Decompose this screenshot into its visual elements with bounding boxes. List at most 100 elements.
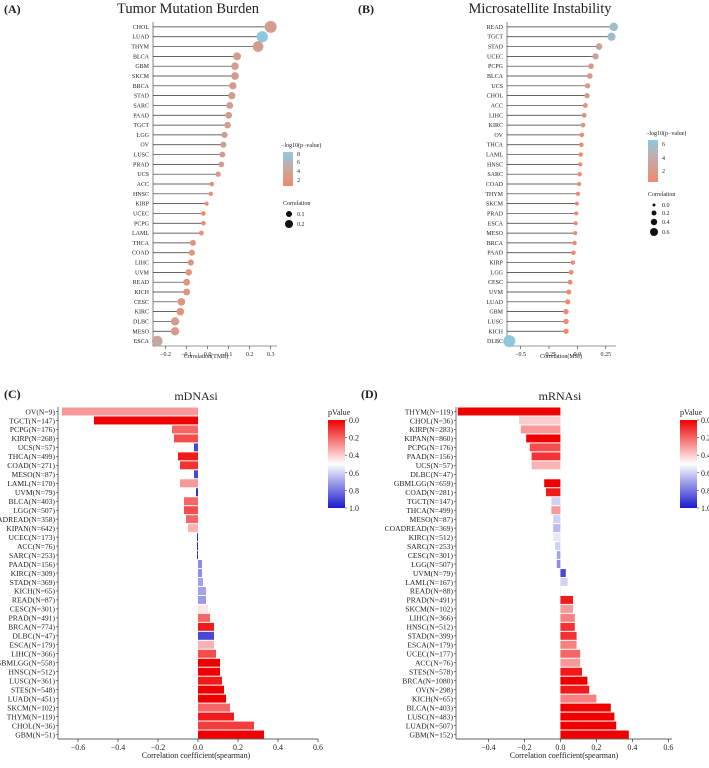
y-tick-label: CESC bbox=[134, 300, 149, 306]
x-tick-label: 0.0 bbox=[204, 352, 212, 358]
point-marker bbox=[215, 171, 221, 177]
panel-a-color-tick: 4 bbox=[297, 169, 300, 175]
bar bbox=[198, 676, 222, 685]
color-bar-tick-label: 0.6 bbox=[701, 469, 709, 478]
bar bbox=[560, 667, 582, 676]
bar bbox=[560, 694, 597, 703]
point-marker bbox=[588, 63, 594, 70]
y-tick-label: PRAD bbox=[487, 211, 504, 217]
y-tick-label: KIRP bbox=[135, 202, 149, 208]
y-tick-label: OV bbox=[140, 143, 149, 149]
panel-a-legend: −log10(p−value) 8 6 4 2 Correlation 0.1 … bbox=[281, 142, 321, 228]
point-marker bbox=[218, 161, 225, 168]
y-tick-label: KICH(N=65) bbox=[14, 587, 55, 596]
y-tick-label: CHOL(N=36) bbox=[12, 721, 56, 730]
bar bbox=[556, 551, 561, 560]
y-tick-label: UVM(N=79) bbox=[15, 488, 56, 497]
bar bbox=[198, 577, 203, 586]
y-tick-label: UCS bbox=[137, 172, 149, 178]
point-marker bbox=[579, 132, 585, 138]
bar bbox=[531, 452, 561, 461]
point-marker bbox=[503, 335, 516, 348]
point-marker bbox=[226, 101, 234, 109]
bar bbox=[174, 434, 198, 443]
y-tick-label: BRCA(N=774) bbox=[8, 623, 55, 632]
panel-c-xlabel: Correlation coefficient(spearman) bbox=[142, 751, 251, 760]
y-tick-label: STES(N=548) bbox=[11, 685, 55, 694]
y-tick-label: MESO(N=87) bbox=[11, 470, 55, 479]
y-tick-label: UCEC bbox=[133, 211, 149, 217]
x-tick-label: −0.25 bbox=[542, 352, 556, 358]
y-tick-label: ESCA(N=179) bbox=[9, 641, 55, 650]
point-marker bbox=[578, 162, 583, 167]
point-marker bbox=[577, 172, 582, 177]
panel-b-title: Microsatellite Instability bbox=[469, 1, 613, 17]
point-marker bbox=[581, 112, 587, 118]
color-bar-tick-label: 0.6 bbox=[349, 469, 359, 478]
panel-a-color-tick: 2 bbox=[297, 178, 300, 184]
x-tick-label: 0.0 bbox=[555, 743, 565, 752]
panel-d-title: mRNAsi bbox=[539, 389, 582, 403]
y-tick-label: CESC(N=301) bbox=[408, 551, 454, 560]
panel-a-size-key bbox=[285, 220, 293, 228]
bar bbox=[551, 506, 561, 515]
point-marker bbox=[233, 52, 242, 61]
y-tick-label: LUAD(N=451) bbox=[8, 694, 56, 703]
x-tick-label: 0.0 bbox=[574, 352, 582, 358]
x-tick-label: −0.4 bbox=[481, 743, 496, 752]
point-marker bbox=[209, 181, 215, 187]
bar bbox=[560, 685, 590, 694]
y-tick-label: PCPG(N=176) bbox=[408, 443, 454, 452]
y-tick-label: THCA bbox=[133, 241, 150, 247]
point-marker bbox=[231, 62, 239, 71]
y-tick-label: STES(N=578) bbox=[409, 668, 453, 677]
panel-d-tag: (D) bbox=[361, 387, 378, 401]
bar bbox=[198, 631, 214, 640]
point-marker bbox=[580, 122, 586, 128]
bar bbox=[560, 676, 588, 685]
y-tick-label: KIRP(N=268) bbox=[11, 434, 55, 443]
y-tick-label: KIRP bbox=[489, 261, 503, 267]
panel-d-legend: pValue 0.0 0.2 0.4 0.6 0.8 1.0 bbox=[680, 408, 709, 513]
y-tick-label: KICH(N=65) bbox=[412, 694, 453, 703]
y-tick-label: TGCT bbox=[487, 35, 503, 41]
y-tick-label: SKCM bbox=[132, 74, 150, 80]
y-tick-label: ESCA(N=179) bbox=[407, 641, 453, 650]
y-tick-label: KIPAN(N=860) bbox=[404, 434, 453, 443]
point-marker bbox=[584, 83, 591, 89]
y-tick-label: PRAD(N=491) bbox=[9, 614, 56, 623]
point-marker bbox=[225, 111, 233, 119]
panel-b-legend-size-title: Correlation bbox=[648, 192, 675, 198]
point-marker bbox=[568, 269, 574, 275]
bar bbox=[198, 694, 226, 703]
panel-b-color-bar bbox=[648, 140, 658, 182]
bar bbox=[197, 542, 198, 551]
y-tick-label: LUSC bbox=[488, 319, 503, 325]
x-tick-label: −0.6 bbox=[71, 743, 86, 752]
y-tick-label: SARC bbox=[133, 103, 149, 109]
y-tick-label: GBM bbox=[135, 64, 149, 70]
bar bbox=[172, 425, 198, 434]
panel-d-plot: −0.4 −0.2 0.0 0.2 0.4 0.6 THYM(N=119)CHOL(N=36… bbox=[385, 407, 673, 752]
y-tick-label: UCS bbox=[491, 84, 503, 90]
x-tick-label: 0.2 bbox=[246, 352, 254, 358]
y-tick-label: THCA(N=499) bbox=[8, 452, 55, 461]
bar bbox=[544, 479, 561, 488]
color-bar-tick-label: 1.0 bbox=[701, 504, 709, 513]
y-tick-label: HNSC bbox=[487, 162, 503, 168]
point-marker bbox=[221, 131, 228, 139]
bar bbox=[560, 658, 581, 667]
point-marker bbox=[188, 249, 195, 256]
point-marker bbox=[228, 92, 236, 100]
y-tick-label: PRAD bbox=[133, 162, 150, 168]
x-tick-label: 0.25 bbox=[601, 352, 612, 358]
color-bar-tick-label: 0.2 bbox=[349, 434, 359, 443]
point-marker bbox=[229, 82, 237, 90]
y-tick-label: LAML bbox=[132, 231, 149, 237]
panel-a-color-bar bbox=[283, 152, 293, 186]
y-tick-label: UVM(N=79) bbox=[413, 569, 454, 578]
y-tick-label: CHOL bbox=[133, 25, 150, 31]
y-tick-label: GBM(N=152) bbox=[409, 730, 453, 739]
panel-a-xlabel: Correlation(TMB) bbox=[184, 353, 228, 360]
point-marker bbox=[607, 32, 616, 41]
